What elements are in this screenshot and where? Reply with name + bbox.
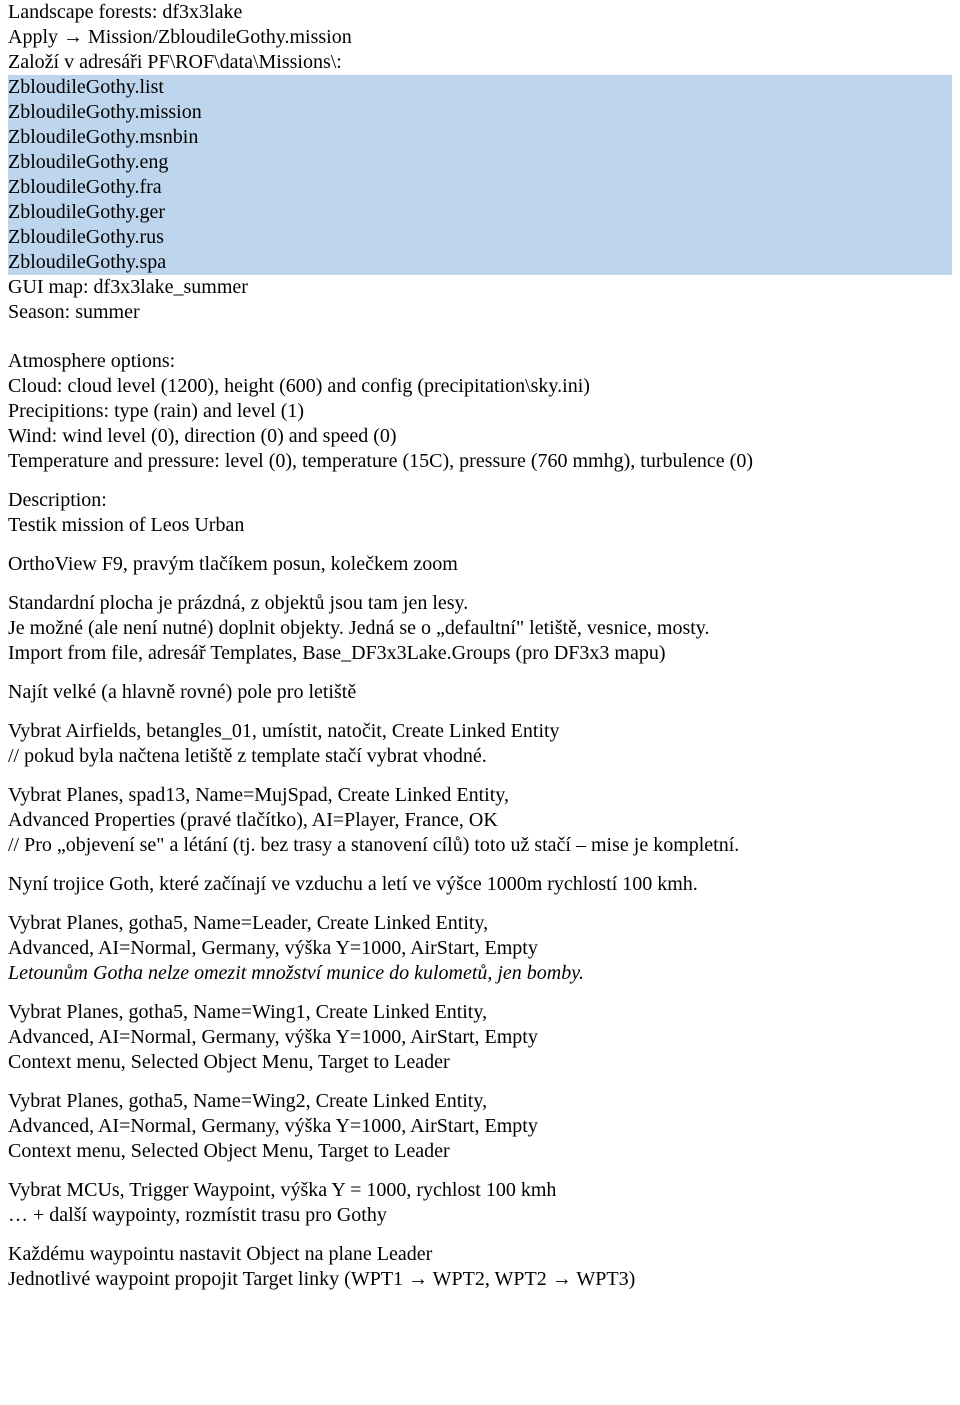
text-line: ZbloudileGothy.spa [8,250,952,275]
text-line: Vybrat Airfields, betangles_01, umístit,… [8,719,952,744]
text-line: Season: summer [8,300,952,325]
text-line: Vybrat Planes, gotha5, Name=Wing2, Creat… [8,1089,952,1114]
text-line: Wind: wind level (0), direction (0) and … [8,424,952,449]
text-line-italic: Letounům Gotha nelze omezit množství mun… [8,961,952,986]
text-line: Advanced, AI=Normal, Germany, výška Y=10… [8,1114,952,1139]
text-line: Context menu, Selected Object Menu, Targ… [8,1050,952,1075]
text-line: Advanced Properties (pravé tlačítko), AI… [8,808,952,833]
spacer [8,339,952,349]
text-line: // Pro „objevení se" a létání (tj. bez t… [8,833,952,858]
text-line: ZbloudileGothy.msnbin [8,125,952,150]
text-line: Apply → Mission/ZbloudileGothy.mission [8,25,952,50]
text-line: Import from file, adresář Templates, Bas… [8,641,952,666]
document-body: Landscape forests: df3x3lake Apply → Mis… [0,0,960,1300]
text-line: Standardní plocha je prázdná, z objektů … [8,591,952,616]
text-line: ZbloudileGothy.rus [8,225,952,250]
text-line: OrthoView F9, pravým tlačíkem posun, kol… [8,552,952,577]
text-line: Najít velké (a hlavně rovné) pole pro le… [8,680,952,705]
text-line: ZbloudileGothy.fra [8,175,952,200]
text-line: Landscape forests: df3x3lake [8,0,952,25]
text-line: Založí v adresáři PF\ROF\data\Missions\: [8,50,952,75]
text-line: ZbloudileGothy.mission [8,100,952,125]
highlighted-block: ZbloudileGothy.list ZbloudileGothy.missi… [8,75,952,275]
text-line: Je možné (ale není nutné) doplnit objekt… [8,616,952,641]
text-line: Vybrat Planes, spad13, Name=MujSpad, Cre… [8,783,952,808]
text-line: GUI map: df3x3lake_summer [8,275,952,300]
text-line: ZbloudileGothy.ger [8,200,952,225]
text-line: … + další waypointy, rozmístit trasu pro… [8,1203,952,1228]
text-line: Cloud: cloud level (1200), height (600) … [8,374,952,399]
text-line: Context menu, Selected Object Menu, Targ… [8,1139,952,1164]
text-line: Precipitions: type (rain) and level (1) [8,399,952,424]
text-line: Testik mission of Leos Urban [8,513,952,538]
text-line: Temperature and pressure: level (0), tem… [8,449,952,474]
text-line: Vybrat Planes, gotha5, Name=Leader, Crea… [8,911,952,936]
text-line: Vybrat Planes, gotha5, Name=Wing1, Creat… [8,1000,952,1025]
text-line: Vybrat MCUs, Trigger Waypoint, výška Y =… [8,1178,952,1203]
text-line: Advanced, AI=Normal, Germany, výška Y=10… [8,936,952,961]
text-line: Advanced, AI=Normal, Germany, výška Y=10… [8,1025,952,1050]
text-line: Nyní trojice Goth, které začínají ve vzd… [8,872,952,897]
text-line: ZbloudileGothy.eng [8,150,952,175]
text-line: Description: [8,488,952,513]
text-line: Každému waypointu nastavit Object na pla… [8,1242,952,1267]
text-line: // pokud byla načtena letiště z template… [8,744,952,769]
text-line: Jednotlivé waypoint propojit Target link… [8,1267,952,1292]
text-line: ZbloudileGothy.list [8,75,952,100]
text-line: Atmosphere options: [8,349,952,374]
